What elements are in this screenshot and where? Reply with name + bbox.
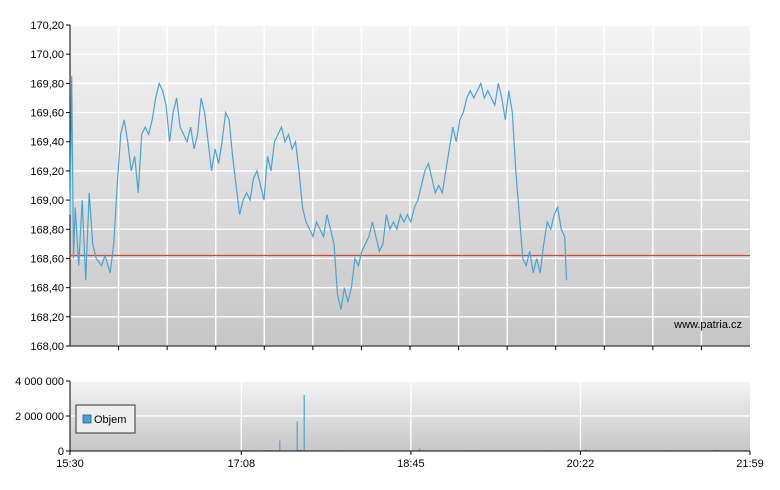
price-y-tick-label: 169,40 (30, 137, 64, 149)
volume-legend: Objem (75, 404, 136, 434)
volume-y-axis: 4 000 000 2 000 000 0 (15, 376, 71, 458)
volume-bar (419, 448, 421, 451)
x-tick-label: 20:22 (567, 458, 595, 470)
legend-swatch (82, 414, 92, 424)
price-y-tick-label: 169,80 (30, 78, 64, 90)
volume-grid (70, 380, 750, 451)
volume-bar (279, 440, 281, 451)
volume-y-tick-label: 4 000 000 (15, 376, 64, 388)
volume-bar (296, 421, 298, 452)
volume-bar (303, 395, 305, 451)
volume-y-tick-label: 0 (58, 446, 64, 458)
price-y-tick-label: 169,00 (30, 195, 64, 207)
price-series-line (69, 76, 568, 310)
price-y-tick-label: 169,20 (30, 166, 64, 178)
price-x-ticks (118, 346, 702, 350)
price-y-tick-label: 168,00 (30, 341, 64, 353)
price-y-tick-label: 170,00 (30, 49, 64, 61)
watermark: www.patria.cz (673, 319, 742, 331)
x-tick-label: 15:30 (56, 458, 84, 470)
volume-y-tick-label: 2 000 000 (15, 411, 64, 423)
legend-label: Objem (94, 414, 126, 426)
price-y-tick-label: 168,40 (30, 283, 64, 295)
x-tick-label: 17:08 (228, 458, 256, 470)
price-y-tick-label: 168,20 (30, 312, 64, 324)
volume-bar (585, 449, 587, 452)
price-grid (70, 24, 750, 347)
price-y-axis: 170,20 170,00 169,80 169,60 169,40 169,20 169,… (30, 20, 71, 353)
price-y-tick-label: 168,60 (30, 253, 64, 265)
x-tick-label: 21:59 (736, 458, 764, 470)
x-axis: 15:30 17:08 18:45 20:22 21:59 (56, 451, 764, 470)
price-y-tick-label: 168,80 (30, 224, 64, 236)
x-tick-label: 18:45 (397, 458, 425, 470)
volume-bar (716, 449, 718, 451)
price-panel: 170,20 170,00 169,80 169,60 169,40 169,20 169,… (30, 20, 750, 353)
price-y-tick-label: 170,20 (30, 20, 64, 32)
price-y-tick-label: 169,60 (30, 108, 64, 120)
volume-bar (300, 449, 302, 451)
volume-panel: 4 000 000 2 000 000 0 15:30 17:08 18:45 20:22… (15, 376, 764, 470)
